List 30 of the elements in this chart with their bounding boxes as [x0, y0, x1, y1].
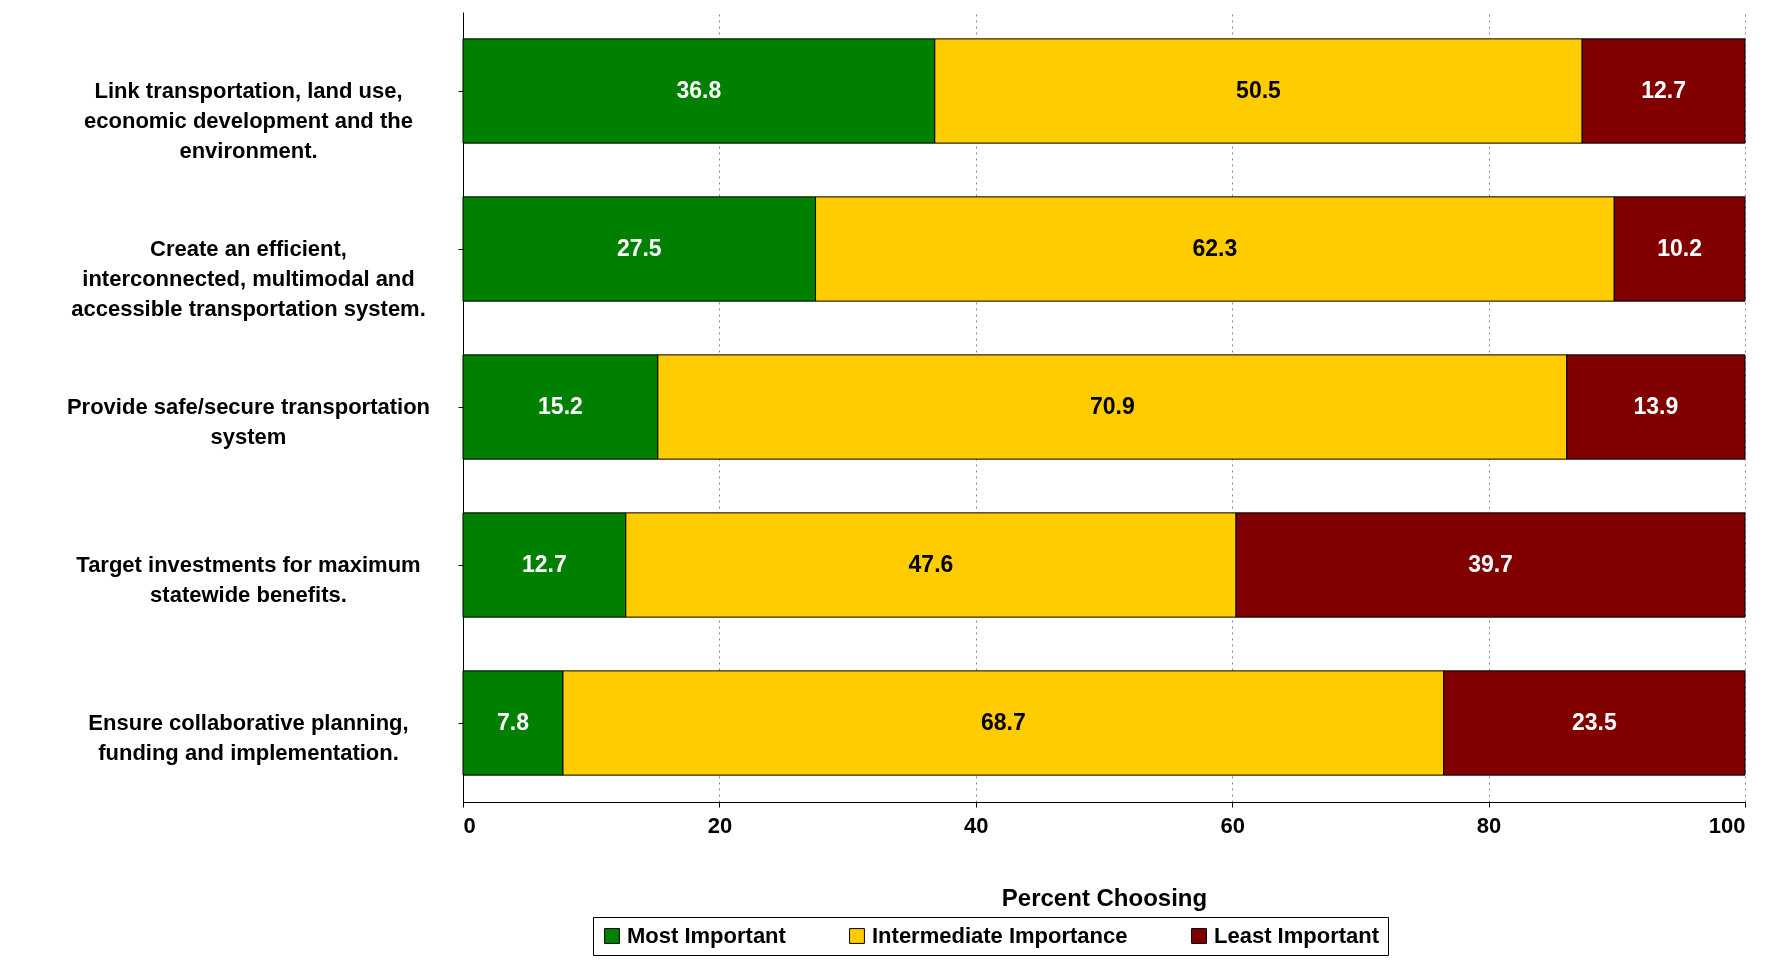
data-label: 7.8: [497, 709, 530, 735]
data-label: 10.2: [1657, 235, 1702, 261]
y-tick-label: Ensure collaborative planning, funding and implementation.: [88, 710, 409, 765]
data-label: 13.9: [1633, 393, 1679, 419]
x-tick-label: 80: [1476, 812, 1502, 838]
legend-label: Least Important: [1214, 923, 1380, 948]
data-label: 39.7: [1468, 551, 1513, 577]
data-label: 27.5: [616, 235, 662, 261]
data-label: 70.9: [1089, 393, 1135, 419]
y-tick-label: Link transportation, land use, economic development and the environment.: [84, 78, 413, 163]
data-label: 12.7: [1641, 77, 1686, 103]
x-tick-label: 60: [1220, 812, 1245, 838]
x-tick-label: 40: [964, 812, 989, 838]
data-label: 23.5: [1571, 709, 1617, 735]
legend-label: Intermediate Importance: [872, 923, 1128, 948]
data-label: 15.2: [538, 393, 583, 419]
data-label: 47.6: [908, 551, 954, 577]
legend-label: Most Important: [627, 923, 787, 948]
x-tick-label: 0: [463, 812, 476, 838]
y-tick-label: Provide safe/secure transportation system: [66, 394, 431, 449]
data-label: 62.3: [1192, 235, 1238, 261]
y-tick-label: Create an efficient, interconnected, multimodal and accessible transportation system.: [71, 236, 426, 321]
y-tick-label: Target investments for maximum statewide benefits.: [76, 552, 421, 607]
data-label: 12.7: [522, 551, 567, 577]
data-label: 36.8: [676, 77, 722, 103]
x-tick-label: 20: [707, 812, 733, 838]
data-label: 50.5: [1236, 77, 1282, 103]
x-tick-label: 100: [1708, 812, 1746, 838]
data-label: 68.7: [980, 709, 1026, 735]
x-axis-title: Percent Choosing: [1001, 883, 1208, 911]
